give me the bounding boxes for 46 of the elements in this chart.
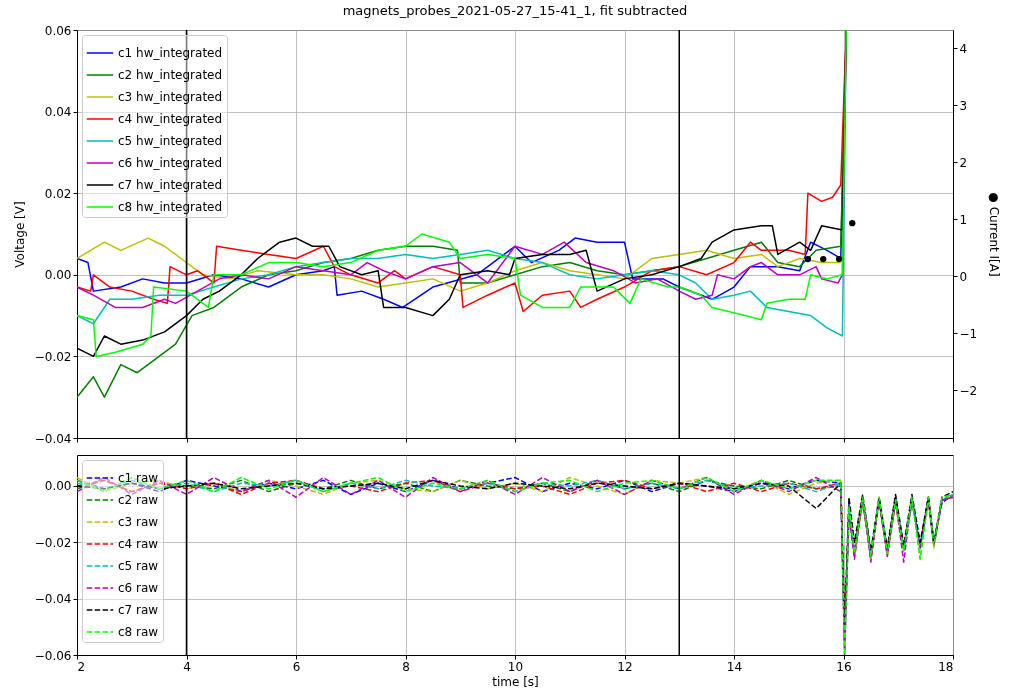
- y2-tick-label: 3: [959, 98, 968, 113]
- legend-label: c8 raw: [118, 625, 159, 639]
- y-tick-label: 0.04: [44, 105, 72, 120]
- y-tick-label: −0.04: [34, 592, 72, 607]
- legend-label: c4 raw: [118, 537, 159, 551]
- x-tick-label: 18: [938, 659, 954, 674]
- x-tick-label: 4: [183, 659, 191, 674]
- x-tick-label: 6: [292, 659, 301, 674]
- y-tick-label: 0.00: [44, 268, 72, 283]
- x-tick-label: 2: [77, 659, 86, 674]
- legend-label: c3 raw: [118, 515, 159, 529]
- legend-label: c2 raw: [118, 493, 159, 507]
- y-tick-label: −0.04: [34, 431, 72, 446]
- y2-tick-label: 0: [959, 269, 968, 284]
- y-axis-title: Voltage [V]: [12, 201, 27, 268]
- x-tick-label: 14: [726, 659, 743, 674]
- legend-label: c6 hw_integrated: [118, 156, 223, 170]
- y-tick-label: −0.06: [34, 648, 72, 663]
- legend-label: c7 hw_integrated: [118, 178, 223, 192]
- legend-label: c1 raw: [118, 471, 159, 485]
- legend-label: c5 raw: [118, 559, 159, 573]
- legend-label: c4 hw_integrated: [118, 112, 223, 126]
- y2-tick-label: −2: [959, 383, 978, 398]
- y-tick-label: 0.00: [44, 479, 72, 494]
- y2-tick-label: 4: [959, 41, 968, 56]
- x-tick-label: 12: [617, 659, 633, 674]
- y2-tick-label: 2: [959, 155, 968, 170]
- y2-axis-title: ● Current I[A]: [987, 192, 1002, 277]
- legend-label: c2 hw_integrated: [118, 68, 223, 82]
- legend-label: c1 hw_integrated: [118, 46, 223, 60]
- chart-title: magnets_probes_2021-05-27_15-41_1, fit subtracted: [342, 3, 688, 18]
- y-tick-label: −0.02: [34, 349, 72, 364]
- y-tick-label: −0.02: [34, 535, 72, 550]
- y-tick-label: 0.06: [44, 23, 72, 38]
- legend-label: c7 raw: [118, 603, 159, 617]
- legend-label: c5 hw_integrated: [118, 134, 223, 148]
- legend-label: c6 raw: [118, 581, 159, 595]
- y2-tick-label: −1: [959, 326, 978, 341]
- x-axis-title: time [s]: [492, 674, 539, 689]
- y2-tick-label: 1: [959, 212, 968, 227]
- x-tick-label: 16: [836, 659, 852, 674]
- legend-label: c3 hw_integrated: [118, 90, 223, 104]
- x-tick-label: 8: [402, 659, 410, 674]
- y-tick-label: 0.02: [44, 186, 72, 201]
- legend-label: c8 hw_integrated: [118, 200, 223, 214]
- x-tick-label: 10: [507, 659, 524, 674]
